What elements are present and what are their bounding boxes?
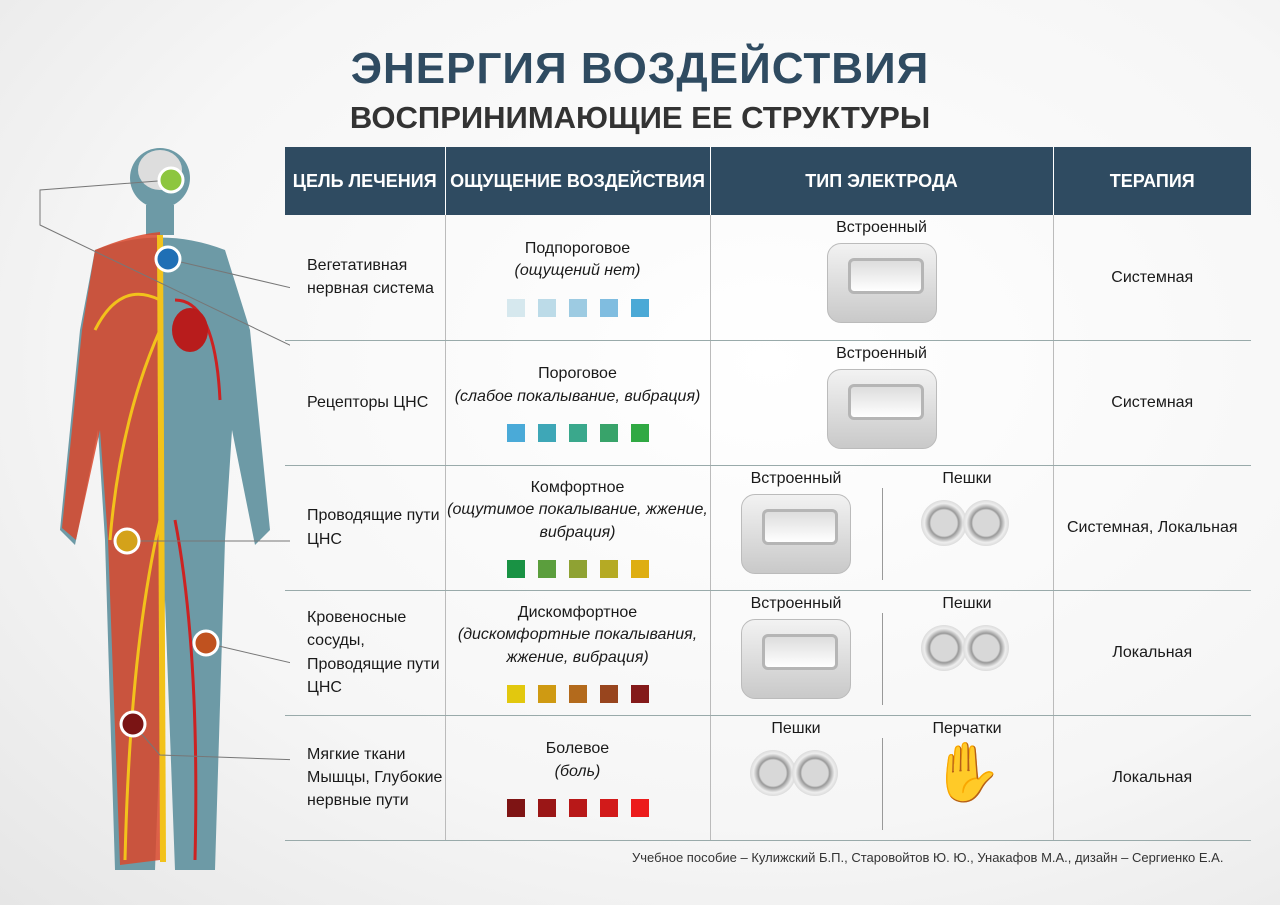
header-therapy: ТЕРАПИЯ [1053,147,1251,215]
marker-dot [154,245,182,273]
intensity-square [599,685,618,704]
electrode-cell: Встроенный Пешки [710,465,1054,591]
header-sensation: ОЩУЩЕНИЕ ВОЗДЕЙСТВИЯ [445,147,711,215]
electrode-option: Пешки [881,466,1053,590]
sensation-name: Пороговое [538,365,617,383]
electrode-label: Встроенный [750,594,842,612]
sensation-detail: (ощутимое покалывание, жжение, вибрация) [447,501,708,541]
sensation-name: Дискомфортное [517,603,638,621]
sensation-cell: Болевое (боль) [445,715,711,841]
header-target: ЦЕЛЬ ЛЕЧЕНИЯ [285,147,446,215]
electrode-option: Встроенный [711,466,882,590]
builtin-electrode-icon [741,618,851,699]
page-subtitle: ВОСПРИНИМАЮЩИЕ ЕЕ СТРУКТУРЫ [349,100,931,135]
sensation-detail: (дискомфортные покалывания, жжение, вибр… [457,626,698,666]
footer-credits: Учебное пособие – Кулижский Б.П., Старов… [632,850,1224,865]
marker-dot [157,166,185,194]
builtin-electrode-icon [741,493,851,574]
intensity-square [630,560,649,579]
sensation-cell: Подпороговое (ощущений нет) [445,215,711,341]
therapy-cell: Локальная [1053,590,1251,716]
target-cell: Рецепторы ЦНС [285,340,446,466]
intensity-square [630,685,649,704]
sensation-cell: Дискомфортное (дискомфортные покалывания,… [445,590,711,716]
sensation-detail: (слабое покалывание, вибрация) [454,387,701,405]
electrode-option: Встроенный [711,591,882,715]
pawn-electrode-icon [921,624,1009,671]
header-electrode: ТИП ЭЛЕКТРОДА [710,147,1054,215]
sensation-cell: Пороговое (слабое покалывание, вибрация) [445,340,711,466]
electrode-option: Встроенный [711,341,1053,465]
electrode-cell: Встроенный Пешки [710,590,1054,716]
electrode-option: Встроенный [711,215,1053,340]
therapy-cell: Системная [1053,340,1251,466]
table-row: Проводящие пути ЦНС Комфортное (ощутимое … [285,465,1251,591]
intensity-square [537,685,556,704]
marker-dot [192,629,220,657]
electrode-label: Встроенный [836,219,927,236]
sensation-detail: (ощущений нет) [514,262,641,280]
table-row: Кровеносные сосуды, Проводящие пути ЦНС … [285,590,1251,716]
page-title: ЭНЕРГИЯ ВОЗДЕЙСТВИЯ [350,44,930,93]
builtin-electrode-icon [826,368,937,449]
pawn-electrode-icon [750,749,838,796]
therapy-cell: Локальная [1053,715,1251,841]
target-cell: Мягкие ткани Мышцы, Глубокие нервные пут… [285,715,446,841]
target-cell: Проводящие пути ЦНС [285,465,446,591]
builtin-electrode-icon [826,243,937,323]
intensity-square [506,560,525,579]
electrode-label: Встроенный [836,344,927,362]
electrode-option: Перчатки ✋ [881,716,1053,840]
electrode-label: Перчатки [932,719,1002,737]
sensation-cell: Комфортное (ощутимое покалывание, жжение,… [445,465,711,591]
sensation-name: Подпороговое [524,239,631,257]
intensity-square [630,298,649,317]
target-cell: Кровеносные сосуды, Проводящие пути ЦНС [285,590,446,716]
intensity-square [568,423,587,442]
intensity-square [506,423,525,442]
electrode-cell: Пешки Перчатки ✋ [710,715,1054,841]
electrode-label: Пешки [942,594,992,612]
intensity-square [599,798,618,817]
intensity-square [568,560,587,579]
intensity-square [599,423,618,442]
electrode-label: Пешки [771,719,821,737]
electrode-cell: Встроенный [710,215,1054,341]
electrode-label: Встроенный [750,469,842,487]
intensity-square [568,798,587,817]
intensity-square [537,423,556,442]
intensity-square [599,298,618,317]
intensity-square [568,298,587,317]
pawn-electrode-icon [921,499,1009,546]
intensity-square [506,798,525,817]
electrode-label: Пешки [942,469,992,487]
sensation-name: Болевое [545,740,610,758]
therapy-cell: Системная [1053,215,1251,341]
intensity-square [506,685,525,704]
electrode-option: Пешки [881,591,1053,715]
intensity-square [537,560,556,579]
intensity-square [599,560,618,579]
intensity-square [506,298,525,317]
marker-dot [113,527,141,555]
intensity-square [537,798,556,817]
table-row: Рецепторы ЦНС Пороговое (слабое покалыван… [285,340,1251,466]
intensity-square [537,298,556,317]
intensity-square [630,423,649,442]
sensation-name: Комфортное [530,478,625,496]
table-row: Вегетативная нервная система Подпорогово… [285,215,1251,341]
body-silhouette [60,148,270,870]
intensity-square [630,798,649,817]
electrode-option: Пешки [711,716,882,840]
therapy-cell: Системная, Локальная [1053,465,1251,591]
table-row: Мягкие ткани Мышцы, Глубокие нервные пут… [285,715,1251,841]
marker-dot [119,710,147,738]
glove-electrode-icon: ✋ [930,739,1004,805]
target-cell: Вегетативная нервная система [285,215,446,341]
sensation-detail: (боль) [554,762,601,780]
intensity-square [568,685,587,704]
human-body-illustration [39,148,290,870]
energy-table: ЦЕЛЬ ЛЕЧЕНИЯ ОЩУЩЕНИЕ ВОЗДЕЙСТВИЯ ТИП ЭЛ… [285,147,1251,841]
electrode-cell: Встроенный [710,340,1054,466]
